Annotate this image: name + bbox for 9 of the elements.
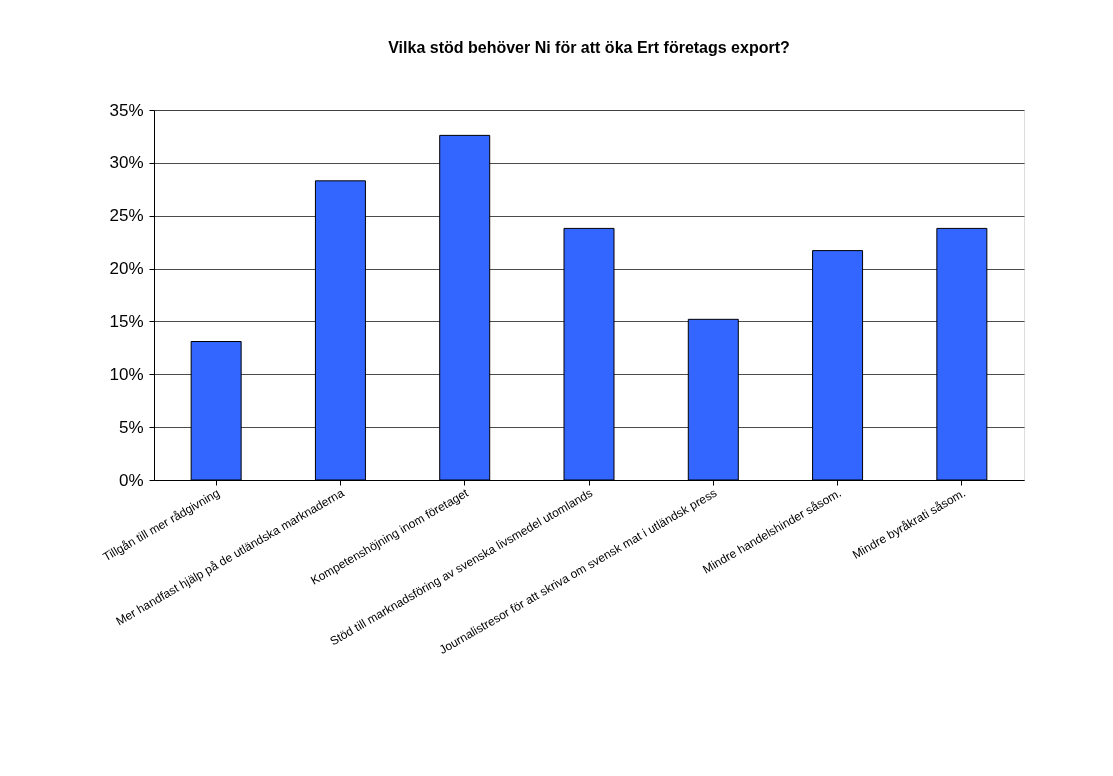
y-tick-label: 25% xyxy=(109,206,144,226)
y-tick-label: 15% xyxy=(109,311,144,331)
y-tick-label: 35% xyxy=(109,100,144,120)
y-tick-label: 30% xyxy=(109,153,144,173)
chart-title: Vilka stöd behöver Ni för att öka Ert företags export? xyxy=(388,39,790,56)
y-tick-label: 0% xyxy=(118,470,144,490)
y-tick-label: 20% xyxy=(109,259,144,279)
y-tick-label: 10% xyxy=(109,364,144,384)
y-tick-label: 5% xyxy=(118,417,144,437)
